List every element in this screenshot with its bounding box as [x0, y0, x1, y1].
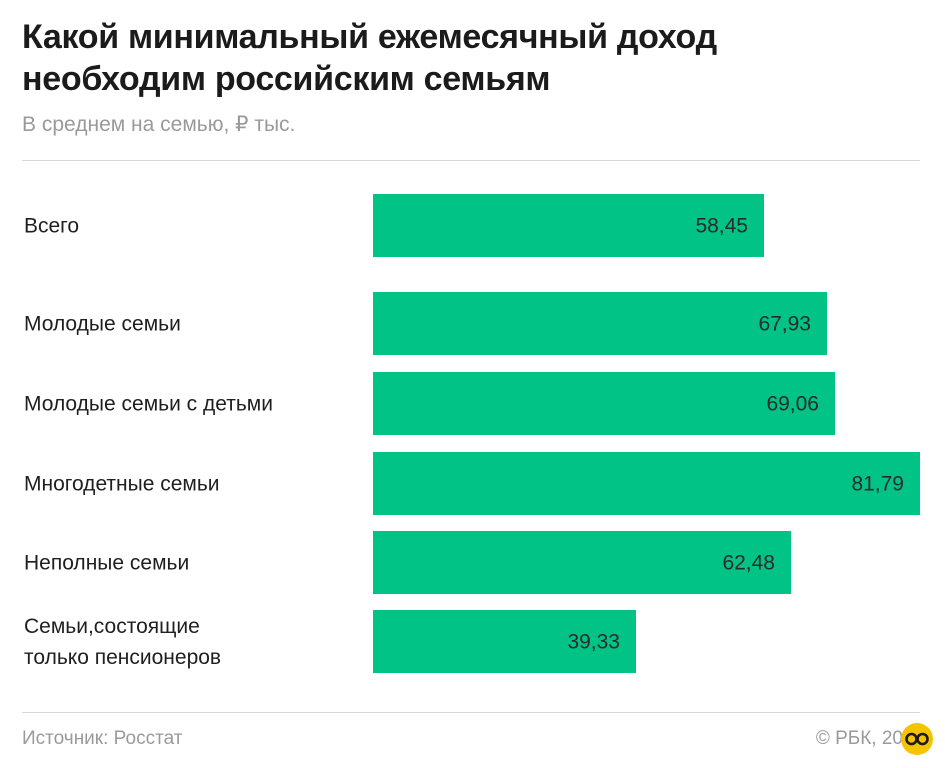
bottom-divider	[22, 712, 920, 713]
bar-value-label: 62,48	[722, 552, 775, 575]
bar-value-label: 58,45	[695, 215, 748, 238]
source-note: Источник: Росстат	[22, 728, 183, 749]
bar-value-label: 67,93	[758, 313, 811, 336]
bar	[373, 452, 920, 515]
bar	[373, 531, 791, 594]
category-label: только пенсионеров	[24, 646, 221, 669]
category-label: Всего	[24, 215, 79, 238]
category-label: Семьи,состоящие	[24, 615, 200, 638]
bar	[373, 194, 764, 257]
bar	[373, 372, 835, 435]
chart-title: Какой минимальный ежемесячный доход необ…	[22, 18, 717, 98]
bar-value-label: 39,33	[567, 631, 620, 654]
category-label: Молодые семьи с детьми	[24, 393, 273, 416]
copyright-note: © РБК, 20	[815, 728, 903, 749]
bar	[373, 610, 636, 673]
yellow-circle-logo-icon	[901, 723, 933, 755]
chart-subtitle: В среднем на семью, ₽ тыс.	[22, 113, 296, 136]
top-divider	[22, 160, 920, 161]
category-label: Молодые семьи	[24, 313, 181, 336]
category-label: Неполные семьи	[24, 552, 189, 575]
bar	[373, 292, 827, 355]
bar-value-label: 81,79	[851, 473, 904, 496]
bar-value-label: 69,06	[766, 393, 819, 416]
category-label: Многодетные семьи	[24, 473, 220, 496]
